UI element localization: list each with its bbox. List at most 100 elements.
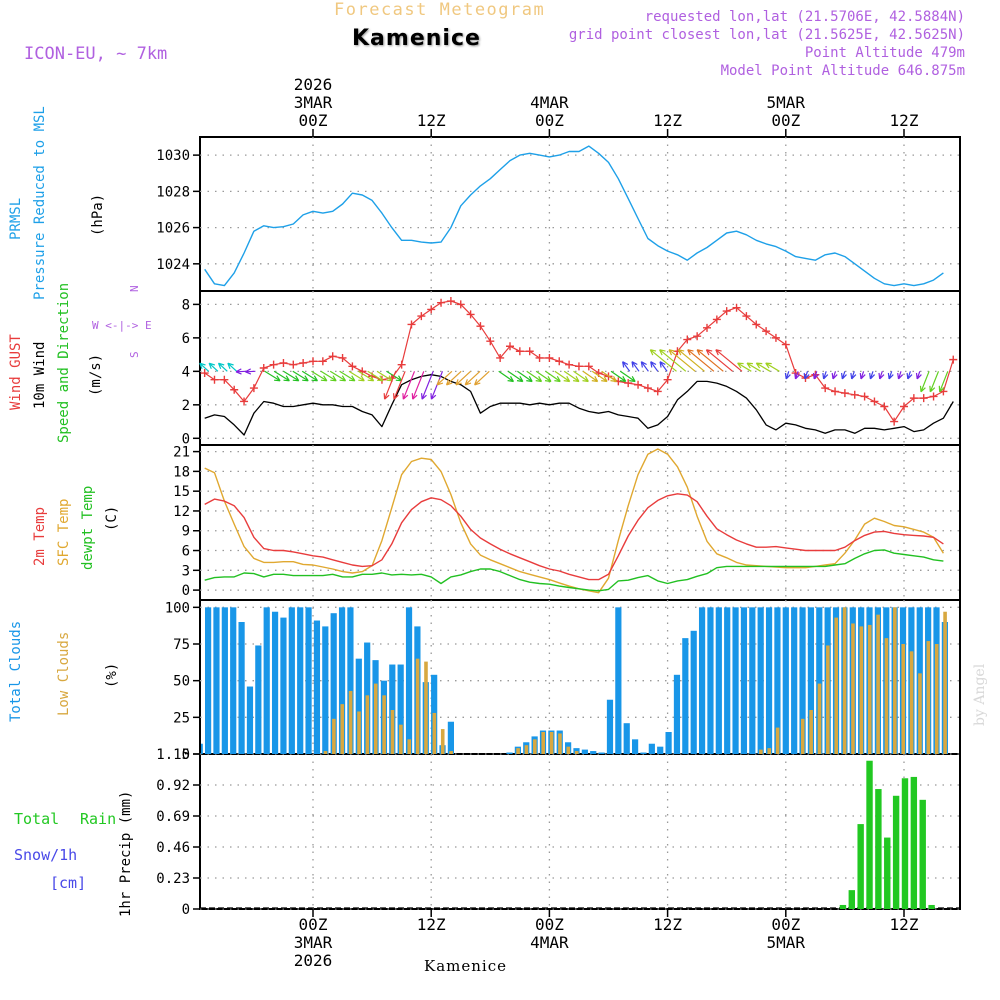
total-cloud-bar — [765, 607, 773, 754]
y-tick-label: 0 — [182, 747, 190, 763]
total-cloud-bar — [221, 607, 228, 754]
wind-direction-arrow — [803, 371, 810, 380]
model-altitude: Model Point Altitude 646.875m — [720, 63, 965, 79]
wind-speed-line — [204, 374, 954, 436]
dewpt-temp-line — [204, 549, 944, 592]
precip-label-total: Total — [14, 810, 60, 828]
wind-direction-arrow — [411, 371, 425, 400]
total-cloud-bar — [263, 607, 270, 754]
gust-marker — [762, 327, 771, 336]
gust-marker — [683, 335, 692, 344]
wind-direction-arrow — [915, 371, 922, 380]
total-cloud-bar — [807, 607, 815, 754]
gust-marker — [515, 347, 524, 356]
rain-bar — [884, 837, 891, 909]
wind-direction-arrow — [436, 370, 453, 386]
x-tick-label-top: 4MAR — [530, 93, 569, 112]
x-tick-label-top: 12Z — [417, 111, 446, 130]
low-cloud-bar — [867, 624, 872, 754]
wind-direction-arrow — [199, 362, 210, 372]
low-cloud-bar — [348, 690, 353, 754]
wind-direction-arrow — [784, 371, 791, 380]
wind-direction-arrow — [715, 349, 743, 372]
x-tick-label-bottom: 12Z — [417, 915, 446, 934]
gust-marker — [663, 375, 672, 384]
low-cloud-bar — [516, 748, 520, 754]
low-cloud-bar — [432, 712, 437, 754]
wind-direction-arrow — [696, 349, 724, 372]
rain-bar — [857, 824, 864, 909]
gust-marker — [693, 332, 702, 341]
gust-marker — [860, 392, 869, 401]
low-cloud-bar — [775, 727, 780, 754]
wind-direction-arrow — [402, 371, 416, 400]
low-cloud-bar — [851, 623, 855, 754]
gust-marker — [643, 384, 652, 393]
gust-marker — [909, 394, 918, 403]
total-cloud-bar — [715, 607, 722, 754]
gust-marker — [289, 360, 298, 369]
x-tick-label-top: 12Z — [890, 111, 919, 130]
total-cloud-bar — [673, 674, 681, 754]
total-cloud-bar — [740, 607, 748, 754]
wind-direction-arrow — [938, 371, 949, 393]
gust-marker — [259, 364, 268, 372]
y-tick-label: 1030 — [156, 148, 190, 164]
wind-direction-arrow — [517, 370, 533, 383]
total-cloud-bar — [330, 613, 337, 754]
x-tick-label-bottom: 3MAR — [294, 933, 333, 952]
rain-bar — [901, 778, 909, 909]
low-cloud-bar — [533, 739, 537, 754]
total-cloud-bar — [707, 607, 714, 754]
total-cloud-bar — [204, 607, 212, 754]
sfc-temp-line — [204, 448, 944, 594]
low-cloud-bar — [566, 746, 571, 754]
wind-direction-arrow — [526, 370, 543, 383]
wind-direction-arrow — [535, 370, 552, 383]
gust-marker — [456, 300, 465, 309]
x-tick-label-top: 12Z — [653, 111, 682, 130]
rain-bar — [928, 904, 935, 909]
gust-marker — [200, 369, 209, 378]
gust-marker — [752, 320, 761, 329]
wind-direction-arrow — [383, 371, 397, 400]
wind-direction-arrow — [631, 361, 640, 372]
wind-direction-arrow — [367, 370, 384, 382]
total-cloud-bar — [623, 723, 630, 754]
total-cloud-bar — [590, 751, 597, 754]
low-cloud-bar — [449, 751, 453, 754]
pressure-line — [204, 145, 944, 287]
panel-frame — [199, 290, 961, 446]
rain-bar — [875, 789, 882, 909]
gust-marker — [417, 312, 426, 321]
low-cloud-bar — [365, 695, 370, 754]
low-cloud-bar — [884, 638, 889, 754]
x-tick-label-top: 00Z — [299, 111, 328, 130]
gust-marker — [781, 340, 790, 349]
y-tick-label: 1.15 — [156, 747, 190, 763]
wind-direction-arrow — [822, 371, 829, 380]
wind-direction-arrow — [659, 349, 687, 372]
y-tick-label: 25 — [173, 710, 190, 726]
gust-marker — [712, 315, 721, 324]
low-cloud-bar — [767, 748, 772, 754]
gust-marker — [249, 384, 258, 393]
precip-label-rain: Rain — [80, 810, 117, 828]
total-cloud-bar — [305, 607, 312, 754]
x-tick-label-top: 5MAR — [767, 93, 806, 112]
wind-direction-arrow — [687, 349, 715, 372]
wind-direction-arrow — [878, 371, 885, 380]
wind-direction-arrow — [430, 371, 444, 400]
wind-direction-arrow — [320, 370, 337, 382]
header-title: Forecast Meteogram — [334, 0, 546, 20]
y-tick-label: 18 — [173, 464, 190, 480]
y-tick-label: 9 — [182, 524, 190, 540]
wind-direction-arrow — [445, 370, 462, 386]
gust-marker — [348, 362, 357, 371]
wind-direction-arrow — [563, 370, 580, 383]
y-tick-label: 1026 — [156, 221, 190, 237]
wind-direction-arrow — [464, 370, 481, 386]
wind-direction-arrow — [677, 349, 705, 372]
low-cloud-bar — [424, 661, 428, 754]
gust-marker — [466, 310, 475, 319]
